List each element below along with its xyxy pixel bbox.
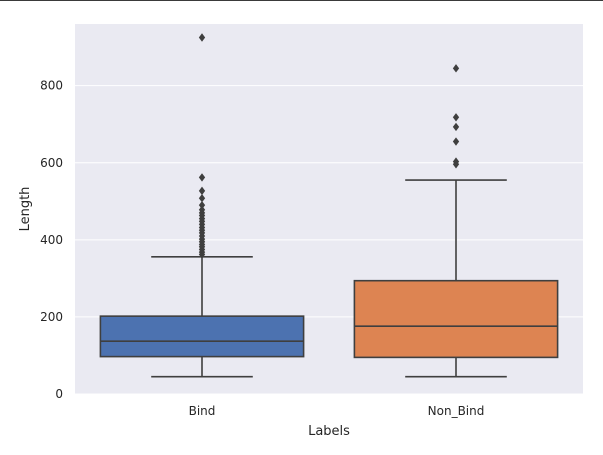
y-tick-label: 200 xyxy=(40,310,63,324)
outlier-point xyxy=(198,173,206,182)
outlier-point xyxy=(198,194,206,203)
top-border xyxy=(0,0,603,1)
y-tick-label: 400 xyxy=(40,233,63,247)
x-tick-label: Bind xyxy=(189,404,216,418)
box-non-bind xyxy=(353,64,559,378)
y-axis-label: Length xyxy=(18,187,33,232)
x-axis-ticks: Bind Non_Bind xyxy=(189,404,485,418)
y-tick-label: 600 xyxy=(40,156,63,170)
outlier-point xyxy=(452,64,460,73)
outlier-point xyxy=(452,157,460,166)
box-bind xyxy=(99,33,305,378)
outlier-point xyxy=(452,113,460,122)
outlier-point xyxy=(198,200,206,210)
x-tick-label: Non_Bind xyxy=(428,404,485,418)
outlier-point xyxy=(452,122,460,132)
x-axis-label: Labels xyxy=(308,424,350,439)
box-body xyxy=(353,279,559,359)
y-tick-label: 0 xyxy=(55,387,63,401)
box-series xyxy=(99,33,559,378)
y-axis-ticks: 0 200 400 600 800 xyxy=(40,79,63,401)
outlier-point xyxy=(198,205,206,214)
box-body xyxy=(99,315,305,358)
outlier-point xyxy=(198,186,206,196)
y-tick-label: 800 xyxy=(40,79,63,93)
outlier-point xyxy=(198,33,206,42)
outlier-point xyxy=(452,137,460,146)
